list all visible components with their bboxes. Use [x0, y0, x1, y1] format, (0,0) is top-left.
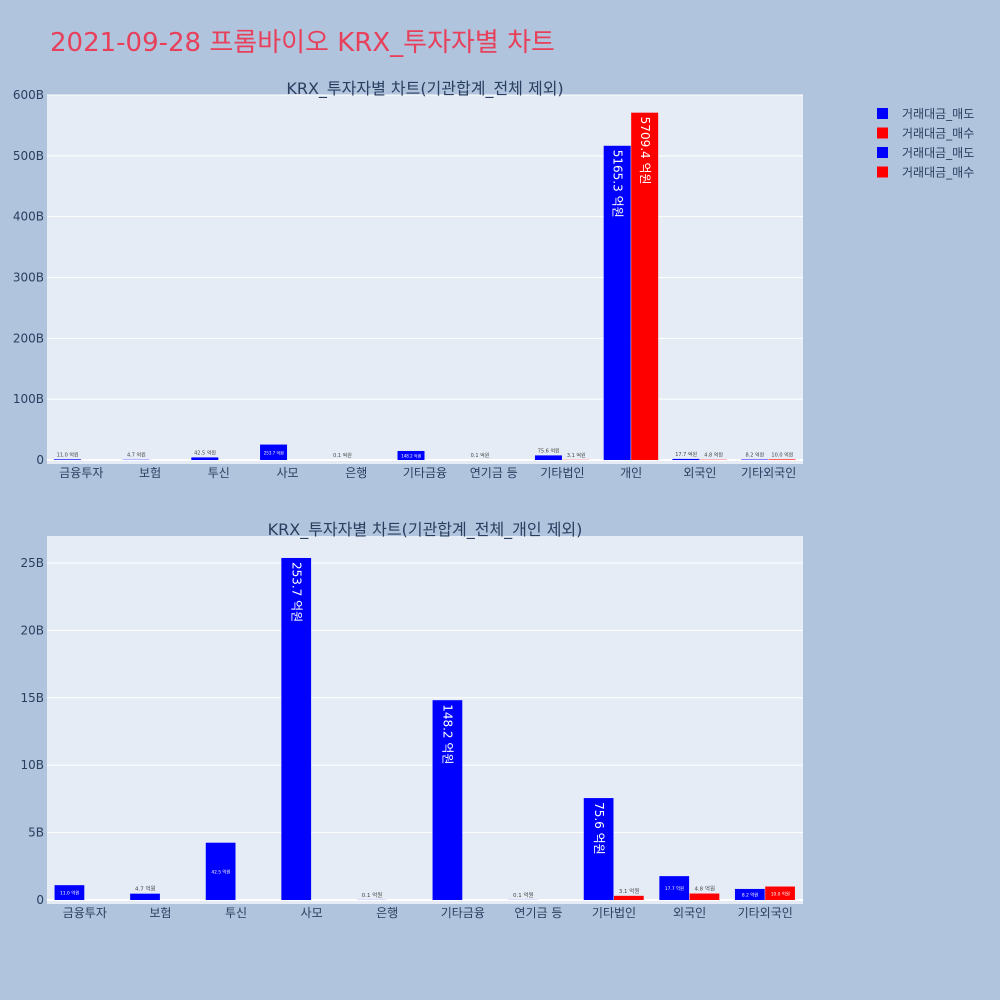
x-tick-label: 기타금융: [403, 466, 447, 480]
data-label: 11.0 억원: [57, 451, 79, 458]
bar: [603, 145, 631, 460]
x-tick-label: 개인: [620, 466, 642, 480]
data-label: 42.5 억원: [194, 449, 216, 456]
bar: [583, 798, 614, 900]
data-label: 0.1 억원: [513, 891, 534, 899]
y-tick-label: 100B: [13, 392, 44, 406]
y-tick-label: 15B: [20, 691, 44, 705]
chart-title: KRX_투자자별 차트(기관합계_전체 제외): [286, 79, 563, 99]
x-tick-label: 기타금융: [441, 906, 485, 920]
x-tick-label: 은행: [376, 905, 398, 920]
x-tick-label: 사모: [276, 466, 298, 480]
x-tick-label: 연기금 등: [470, 466, 518, 480]
x-tick-label: 사모: [301, 906, 323, 920]
bar: [191, 457, 219, 460]
legend-label: 거래대금_매수: [902, 127, 974, 141]
x-tick-label: 투신: [225, 906, 247, 920]
x-tick-label: 외국인: [683, 466, 716, 480]
x-tick-label: 연기금 등: [514, 906, 562, 920]
y-tick-label: 0: [36, 453, 44, 467]
legend-swatch: [877, 108, 888, 119]
y-tick-label: 25B: [20, 556, 44, 570]
x-tick-label: 기타법인: [592, 906, 636, 920]
data-label: 10.0 억원: [771, 451, 793, 458]
x-tick-label: 기타외국인: [741, 466, 796, 480]
x-tick-label: 보험: [149, 906, 171, 920]
bar: [432, 700, 463, 900]
data-label: 5165.3 억원: [610, 150, 624, 218]
x-tick-label: 기타법인: [540, 466, 584, 480]
bar: [768, 459, 796, 460]
chart-panel-2: 0 5B 10B 15B 20B 25B KRX_투자자별 차트(기관합계_전체_개인 제외…: [20, 520, 803, 920]
bar: [534, 455, 562, 460]
bar: [54, 885, 85, 900]
legend-swatch: [877, 147, 888, 158]
data-label: 11.0 억원: [60, 890, 79, 897]
y-tick-label: 500B: [13, 149, 44, 163]
x-tick-label: 외국인: [673, 906, 706, 920]
x-tick-label: 투신: [208, 466, 230, 480]
y-tick-label: 400B: [13, 210, 44, 224]
data-label: 17.7 억원: [665, 885, 684, 892]
data-label: 4.7 억원: [135, 885, 156, 893]
chart-title: KRX_투자자별 차트(기관합계_전체_개인 제외): [268, 520, 583, 540]
page-title: 2021-09-28 프롬바이오 KRX_투자자별 차트: [50, 28, 555, 58]
y-tick-label: 300B: [13, 271, 44, 285]
data-label: 148.2 억원: [401, 452, 421, 458]
data-label: 253.7 억원: [264, 449, 284, 455]
data-label: 4.7 억원: [127, 452, 146, 459]
bar: [672, 458, 700, 460]
plot-area: [47, 536, 803, 904]
data-label: 8.2 억원: [746, 452, 765, 459]
data-label: 8.2 억원: [742, 891, 758, 898]
bar: [205, 842, 236, 900]
data-label: 148.2 억원: [441, 704, 455, 764]
data-label: 17.7 억원: [675, 451, 697, 458]
data-label: 4.8 억원: [694, 885, 715, 893]
x-tick-label: 보험: [139, 466, 161, 480]
y-tick-label: 200B: [13, 331, 44, 345]
x-tick-label: 기타외국인: [738, 906, 793, 920]
y-tick-label: 20B: [20, 623, 44, 637]
x-tick-label: 금융투자: [59, 466, 103, 480]
legend-label: 거래대금_매수: [902, 166, 974, 180]
data-label: 42.5 억원: [211, 868, 230, 875]
bar: [659, 876, 690, 900]
plot-area: [47, 95, 803, 464]
bar: [281, 557, 312, 900]
bar: [260, 444, 288, 460]
chart-panel-1: 0 100B 200B 300B 400B 500B 600B KRX_투자자별 차트(기관합…: [13, 79, 803, 480]
data-label: 75.6 억원: [538, 447, 560, 454]
data-label: 4.8 억원: [704, 452, 723, 459]
legend-swatch: [877, 127, 888, 139]
data-label: 75.6 억원: [592, 802, 606, 855]
data-label: 0.1 억원: [362, 891, 383, 899]
bar: [397, 450, 425, 460]
bar: [689, 893, 720, 900]
data-label: 0.1 억원: [471, 452, 490, 459]
data-label: 0.1 억원: [333, 452, 352, 459]
legend-label: 거래대금_매도: [902, 107, 974, 121]
bar: [765, 886, 795, 900]
y-tick-label: 5B: [28, 826, 44, 840]
legend-swatch: [877, 166, 888, 178]
bar: [53, 459, 81, 460]
legend-label: 거래대금_매도: [902, 146, 974, 160]
y-tick-label: 600B: [13, 88, 44, 102]
data-label: 3.1 억원: [567, 452, 586, 459]
y-tick-label: 0: [36, 893, 44, 907]
data-label: 253.7 억원: [289, 562, 303, 622]
data-label: 3.1 억원: [619, 887, 640, 895]
x-tick-label: 은행: [345, 465, 367, 480]
bar: [614, 895, 644, 900]
x-tick-label: 금융투자: [63, 906, 107, 920]
bar: [130, 893, 160, 900]
data-label: 10.0 억원: [771, 890, 790, 897]
y-tick-label: 10B: [20, 758, 44, 772]
bar: [734, 888, 765, 900]
data-label: 5709.4 억원: [638, 117, 652, 185]
bar: [631, 112, 659, 461]
